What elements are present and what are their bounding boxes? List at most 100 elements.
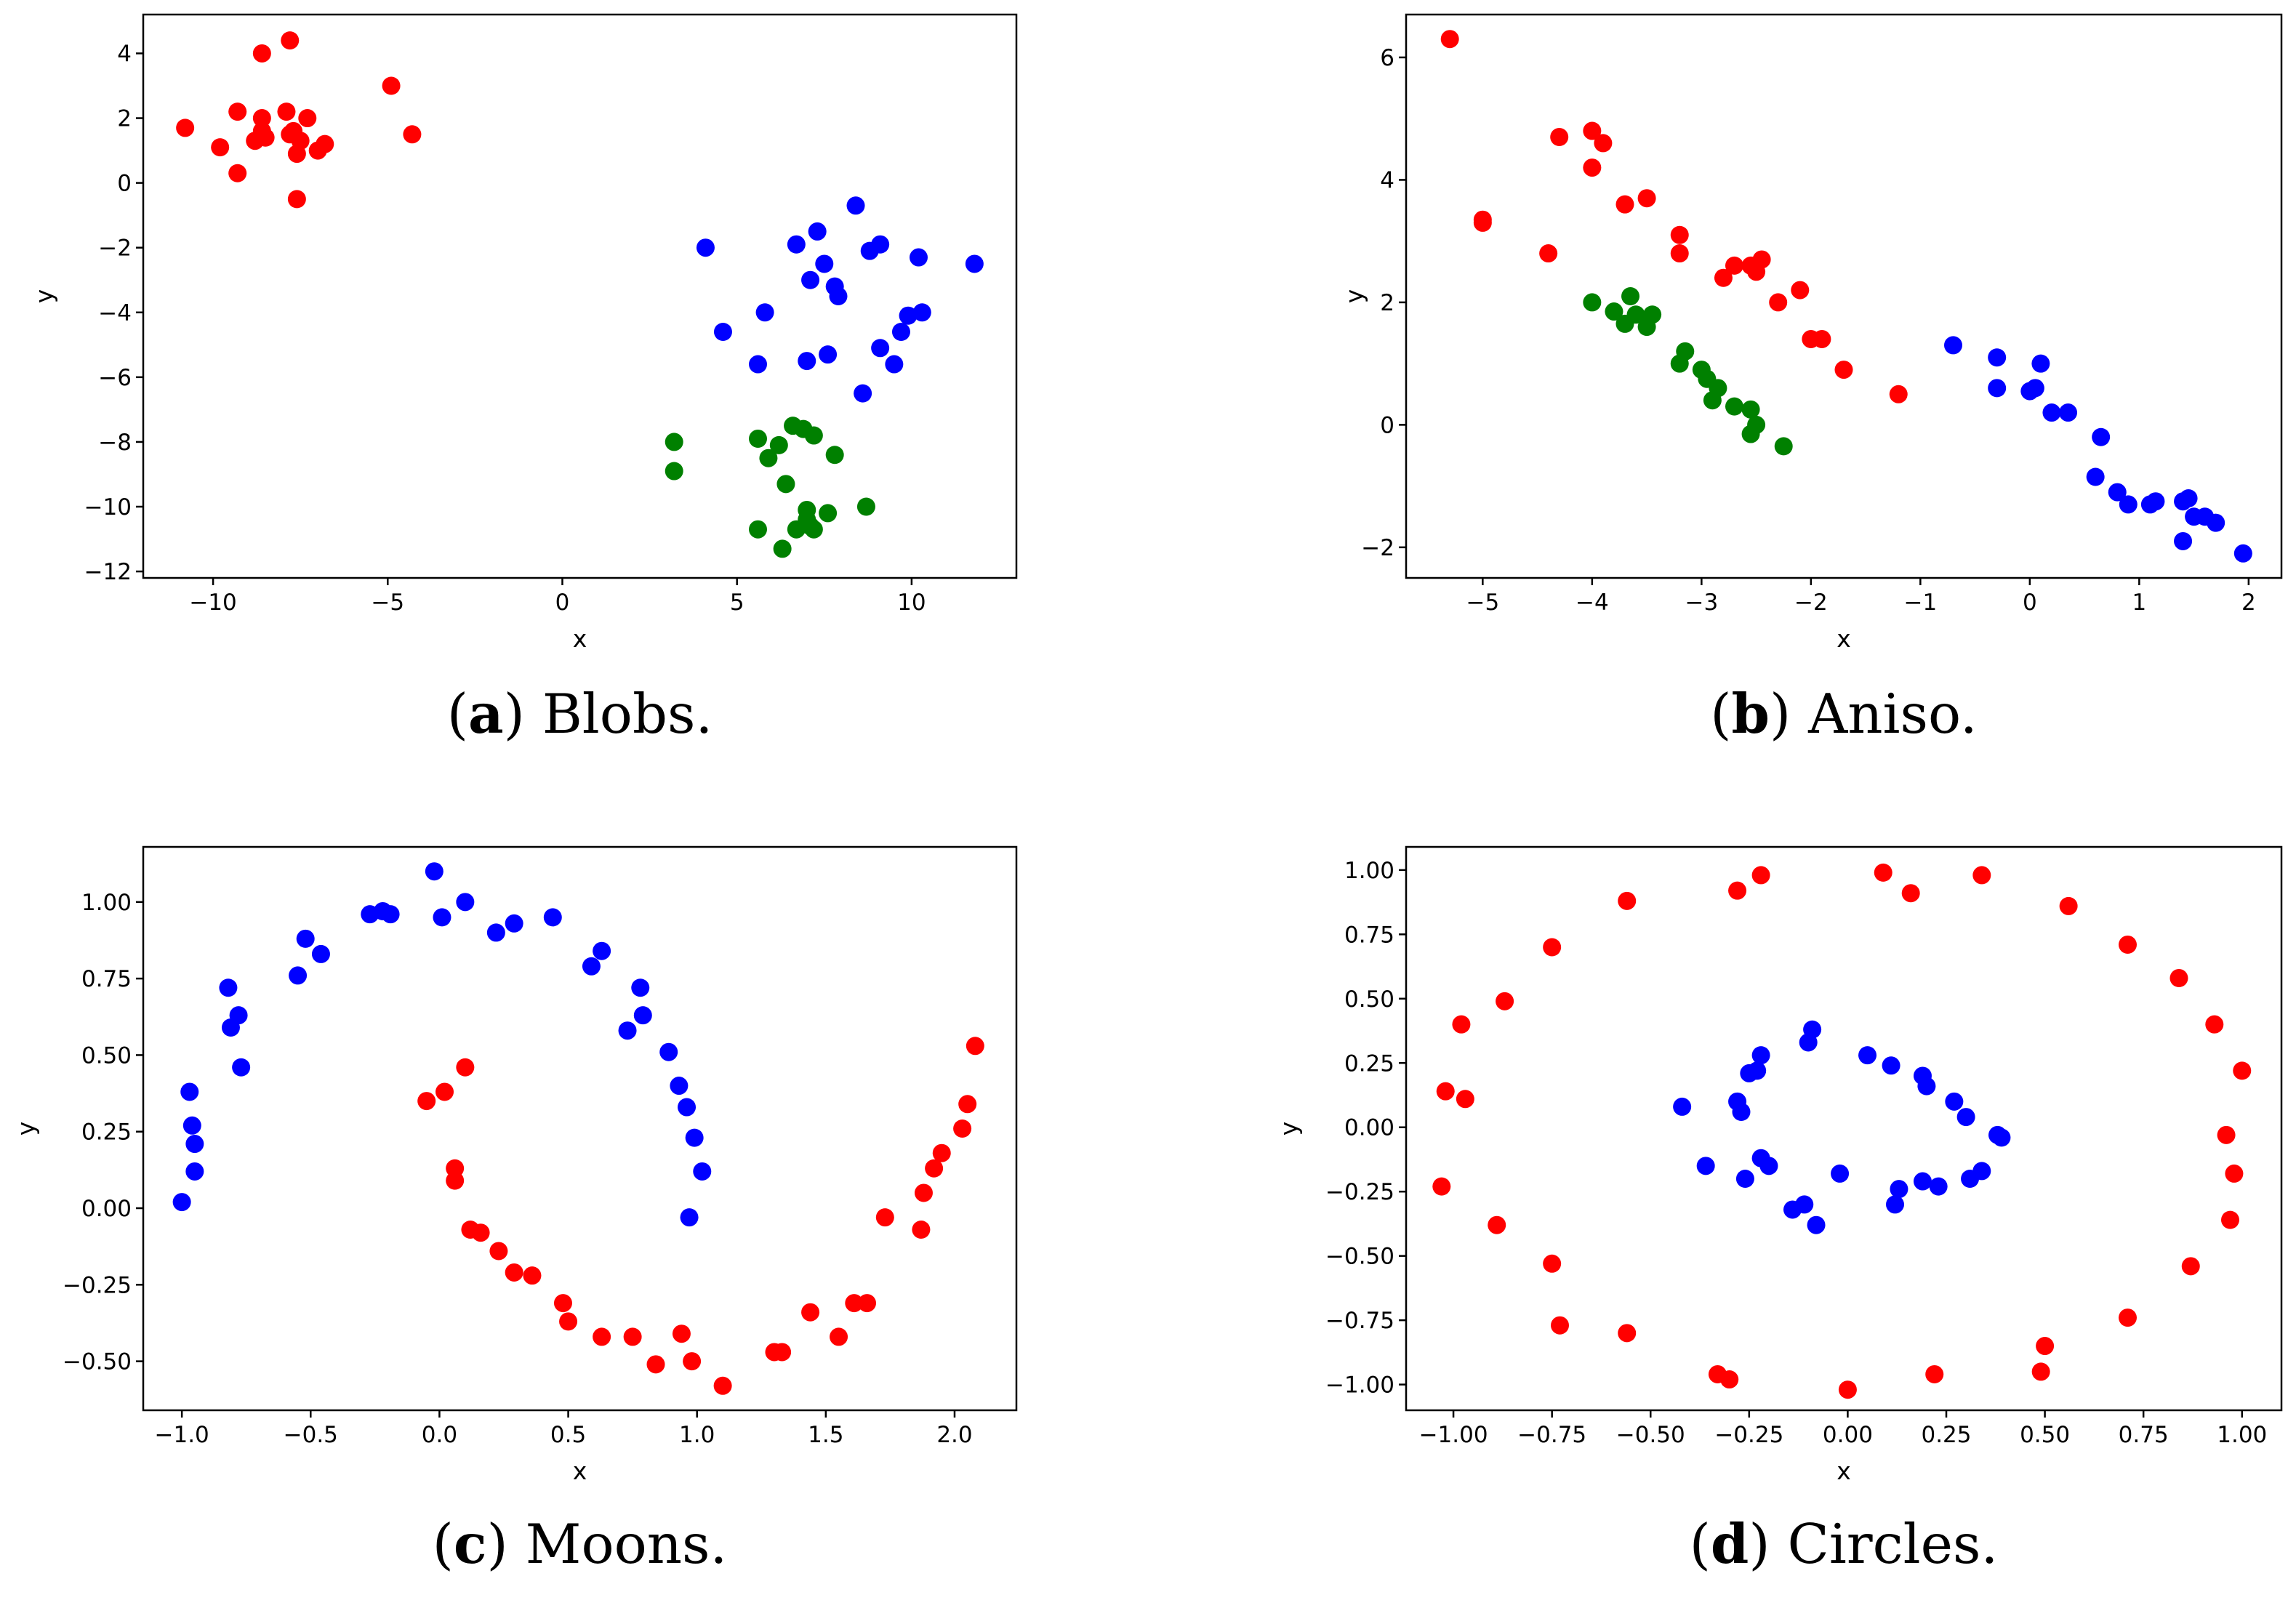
data-point [1992, 1128, 2011, 1147]
x-axis-label: x [1837, 1457, 1851, 1485]
x-tick-label: −5 [1466, 590, 1499, 616]
data-point [185, 1162, 204, 1181]
y-tick-label: 6 [1380, 45, 1394, 71]
data-point [2225, 1164, 2244, 1183]
data-point [382, 76, 401, 95]
data-point [801, 1303, 820, 1322]
x-tick-label: 10 [897, 590, 926, 616]
data-point [819, 504, 838, 523]
data-point [659, 1042, 678, 1061]
data-point [1605, 302, 1623, 321]
plot-frame [142, 845, 1018, 1412]
data-point [1803, 1020, 1822, 1039]
data-point [433, 908, 451, 927]
data-point [456, 1058, 475, 1077]
data-point [1917, 1077, 1936, 1096]
data-point [2174, 531, 2193, 550]
data-point [1890, 1180, 1908, 1199]
data-point [678, 1098, 697, 1117]
y-tick-label: 0.75 [1344, 922, 1394, 948]
data-point [543, 908, 562, 927]
data-point [2026, 379, 2044, 398]
data-point [672, 1324, 691, 1343]
panel-b: −5 −4 −3 −2 −1 0 1 2 −2 0 2 4 6 x y (b) Aniso. [1340, 13, 2283, 746]
x-tick-label: 0.00 [1823, 1422, 1873, 1448]
data-point [1774, 437, 1793, 456]
data-point [1913, 1172, 1932, 1191]
data-point [172, 1193, 191, 1212]
y-tick-label: −2 [1361, 535, 1394, 561]
caption-text: Moons. [526, 1512, 728, 1576]
x-tick-label: −2 [1794, 590, 1828, 616]
data-point [1925, 1364, 1944, 1383]
y-tick-label: 2 [117, 106, 132, 132]
x-tick-label: 0 [555, 590, 570, 616]
data-point [553, 1294, 572, 1313]
data-point [2036, 1337, 2055, 1356]
series-3 [1583, 287, 1793, 456]
data-point [211, 138, 230, 157]
data-point [425, 862, 443, 881]
data-point [229, 1006, 248, 1025]
data-point [965, 254, 984, 273]
x-tick-label: −0.75 [1517, 1422, 1586, 1448]
data-point [298, 109, 317, 128]
y-tick-label: 0 [117, 171, 132, 197]
x-tick-label: 1.5 [808, 1422, 843, 1448]
caption-letter: d [1711, 1512, 1749, 1576]
data-point [523, 1266, 542, 1285]
x-tick-label: −4 [1576, 590, 1609, 616]
series-2 [1944, 336, 2252, 563]
data-point [446, 1171, 465, 1190]
data-point [1618, 1324, 1637, 1343]
data-point [1751, 1046, 1770, 1065]
data-point [417, 1092, 436, 1111]
data-point [798, 352, 816, 371]
data-point [953, 1119, 972, 1138]
data-point [228, 164, 247, 182]
y-tick-label: 0.00 [1344, 1115, 1394, 1141]
data-point [291, 132, 310, 150]
data-point [801, 270, 820, 289]
data-point [845, 1294, 864, 1313]
data-point [219, 978, 238, 997]
data-point [769, 435, 788, 454]
series-3 [665, 417, 875, 558]
data-point [277, 102, 296, 121]
data-point [1725, 256, 1743, 275]
y-tick-label: 2 [1380, 290, 1394, 316]
data-point [854, 384, 872, 403]
data-point [2108, 483, 2127, 502]
data-point [1543, 1254, 1562, 1273]
data-point [871, 235, 890, 254]
data-point [185, 1135, 204, 1154]
data-point [176, 118, 195, 137]
x-tick-label: 0.0 [422, 1422, 457, 1448]
y-tick-label: −8 [98, 430, 132, 456]
data-point [1813, 329, 1831, 348]
data-point [593, 941, 611, 960]
data-point [232, 1058, 251, 1077]
x-tick-label: 0 [2023, 590, 2037, 616]
data-point [819, 345, 838, 364]
data-point [773, 539, 792, 558]
panel-caption: (d) Circles. [1690, 1512, 1999, 1576]
data-point [1735, 1170, 1754, 1189]
data-point [749, 429, 768, 448]
data-point [2031, 1362, 2050, 1381]
data-point [1886, 1195, 1905, 1214]
data-point [633, 1006, 652, 1025]
data-point [1725, 397, 1743, 416]
data-point [1543, 938, 1562, 957]
x-tick-label: 0.5 [550, 1422, 586, 1448]
data-point [1456, 1090, 1474, 1109]
plot-frame [1405, 845, 2283, 1412]
y-tick-label: 0.75 [81, 966, 132, 992]
data-point [815, 254, 834, 273]
caption-text: Blobs. [542, 682, 713, 746]
data-point [875, 1208, 894, 1227]
data-point [252, 44, 271, 63]
data-point [1615, 195, 1634, 214]
data-point [1838, 1380, 1857, 1399]
